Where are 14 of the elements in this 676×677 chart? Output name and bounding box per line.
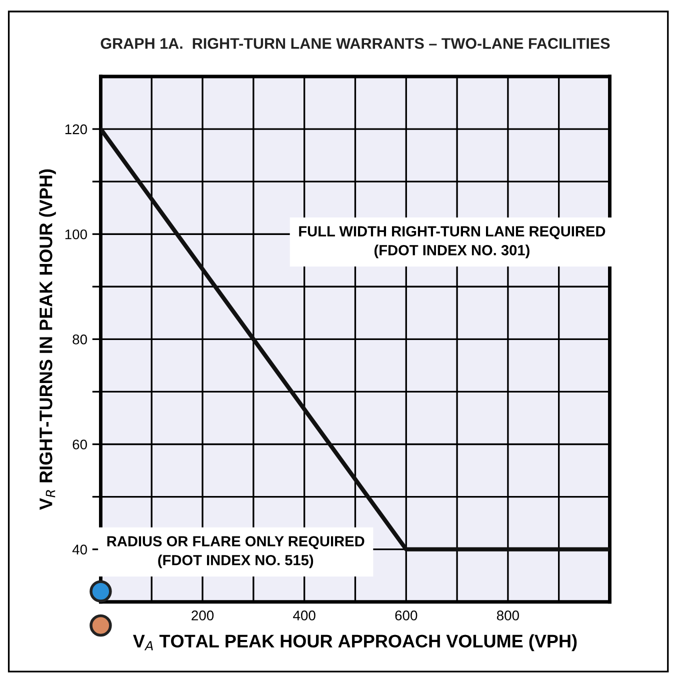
- x-tick-label: 200: [192, 610, 214, 620]
- x-tick-label: 800: [496, 610, 519, 620]
- annotation: FULL WIDTH RIGHT-TURN LANE REQUIRED (FDOT INDEX NO. 301): [299, 226, 606, 258]
- y-tick-label: 120: [65, 124, 87, 134]
- y-tick-label: 40: [72, 544, 87, 554]
- y-tick-label: 100: [65, 229, 87, 240]
- y-tick-label: 60: [72, 440, 87, 450]
- x-tick-label: 400: [293, 610, 316, 620]
- y-axis-title: V$_{R}$ RIGHT-TURNS IN PEAK HOUR (VPH): [39, 169, 56, 510]
- x-axis-title: V$_{A}$ TOTAL PEAK HOUR APPROACH VOLUME (VPH): [133, 634, 577, 652]
- annotation: RADIUS OR FLARE ONLY REQUIRED (FDOT INDEX NO. 515): [107, 536, 364, 568]
- y-tick-label: 80: [72, 334, 87, 344]
- chart-title: GRAPH 1A. RIGHT-TURN LANE WARRANTS – TWO-LANE FACILITIES: [100, 38, 610, 49]
- x-tick-label: 600: [395, 610, 418, 620]
